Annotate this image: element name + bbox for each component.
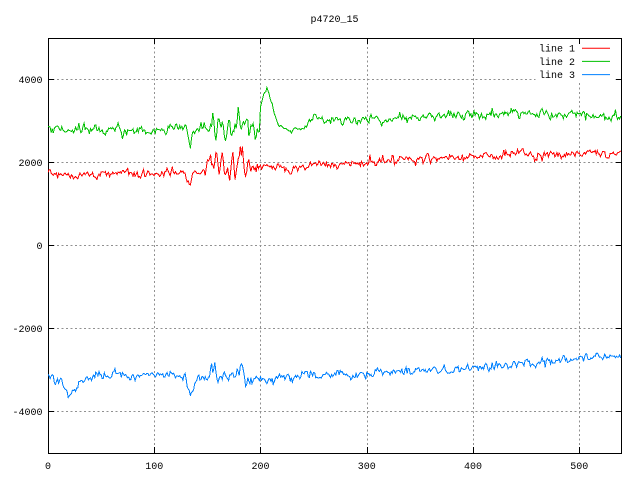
svg-text:line 1: line 1 <box>539 44 575 56</box>
svg-text:100: 100 <box>145 462 163 473</box>
svg-text:4000: 4000 <box>18 76 42 87</box>
svg-text:500: 500 <box>570 462 588 473</box>
svg-text:line 2: line 2 <box>539 57 575 69</box>
svg-text:0: 0 <box>45 462 51 473</box>
svg-text:300: 300 <box>358 462 376 473</box>
svg-text:400: 400 <box>464 462 482 473</box>
svg-text:0: 0 <box>36 242 42 253</box>
svg-text:200: 200 <box>251 462 269 473</box>
svg-text:2000: 2000 <box>18 159 42 170</box>
svg-text:p4720_15: p4720_15 <box>310 15 358 26</box>
svg-text:-2000: -2000 <box>12 325 42 336</box>
svg-text:-4000: -4000 <box>12 408 42 419</box>
svg-text:line 3: line 3 <box>539 70 575 82</box>
